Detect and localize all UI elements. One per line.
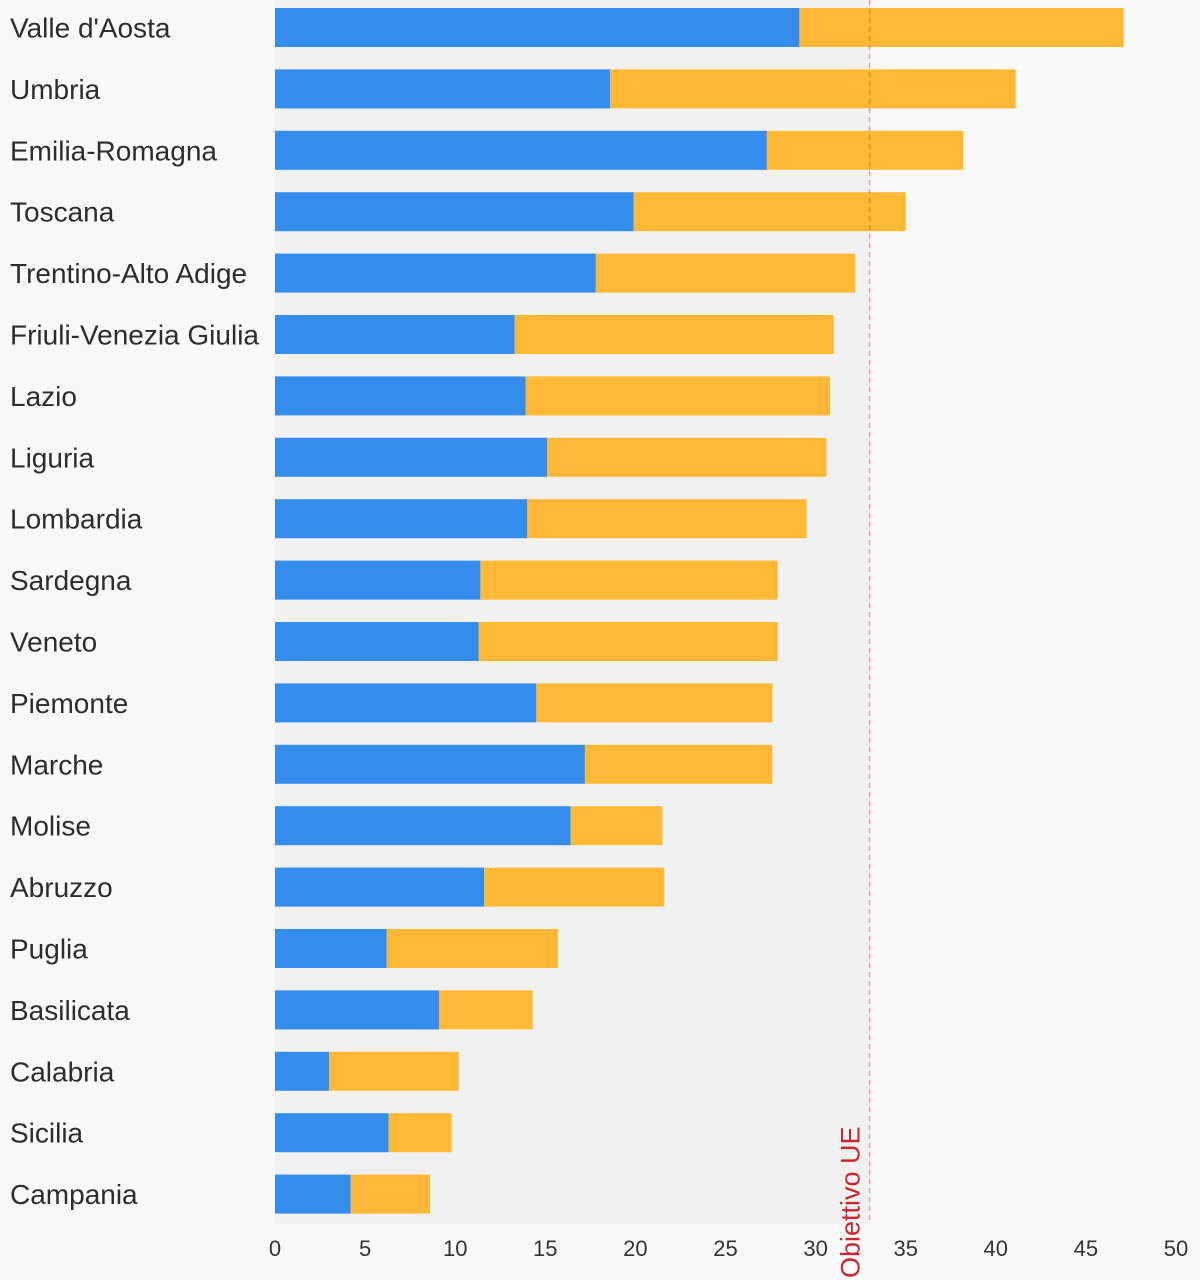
category-label: Veneto [10,627,97,658]
bar-segment-2 [386,929,558,968]
bar-segment-2 [610,69,1016,109]
x-tick-label: 15 [533,1236,557,1261]
x-tick-label: 40 [984,1236,1008,1261]
bar-segment-1 [275,806,571,846]
bar-segment-1 [275,499,528,539]
plot-area-shaded [275,0,870,1224]
category-labels: Valle d'Aosta Umbria Emilia-Romagna Toscana… [10,13,259,1211]
category-label: Molise [10,811,91,842]
x-tick-label: 35 [893,1236,917,1261]
bar-segment-2 [514,315,834,354]
category-label: Toscana [10,197,115,228]
bar-segment-2 [388,1113,452,1153]
category-label: Emilia-Romagna [10,135,217,166]
category-label: Lazio [10,381,77,412]
reference-line-label: Obiettivo UE [836,1126,866,1278]
category-label: Sicilia [10,1118,84,1149]
category-label: Friuli-Venezia Giulia [10,320,259,351]
bar-segment-1 [275,437,548,477]
category-label: Abruzzo [10,872,113,903]
category-label: Calabria [10,1056,115,1087]
bar-segment-1 [275,622,479,661]
bar-segment-1 [275,1174,351,1214]
category-label: Sardegna [10,565,132,596]
category-label: Lombardia [10,504,143,535]
bar-segment-2 [766,130,964,170]
bar-segment-1 [275,867,484,907]
bar-segment-1 [275,1113,389,1153]
bar-segment-1 [275,990,439,1030]
x-tick-label: 50 [1164,1236,1188,1261]
bar-segment-2 [480,560,778,600]
bar-segment-2 [595,253,856,293]
x-tick-label: 45 [1074,1236,1098,1261]
bar-segment-1 [275,560,481,600]
bar-segment-1 [275,8,800,47]
category-label: Puglia [10,934,88,965]
bar-segment-1 [275,376,526,416]
x-axis-tick-labels: 0 5 10 15 20 25 30 35 40 45 50 [269,1236,1188,1261]
bar-segment-2 [478,622,778,661]
category-label: Trentino-Alto Adige [10,258,247,289]
category-label: Piemonte [10,688,128,719]
bar-segment-2 [633,192,906,232]
bar-segment-1 [275,253,596,293]
bar-segment-2 [536,683,773,723]
bars-group [275,8,1124,1214]
bar-segment-2 [484,867,665,907]
category-label: Valle d'Aosta [10,13,171,44]
bar-segment-2 [527,499,807,539]
bar-segment-2 [570,806,663,846]
bar-segment-2 [799,8,1124,47]
bar-segment-1 [275,69,611,109]
bar-segment-2 [584,744,773,784]
bar-segment-2 [547,437,827,477]
bar-segment-2 [525,376,830,416]
category-label: Liguria [10,442,94,473]
category-label: Umbria [10,74,101,105]
category-label: Marche [10,749,103,780]
bar-segment-1 [275,130,767,170]
x-tick-label: 30 [803,1236,827,1261]
bar-segment-1 [275,192,634,232]
bar-segment-1 [275,744,585,784]
bar-segment-1 [275,315,515,354]
bar-segment-1 [275,1051,330,1091]
bar-segment-1 [275,929,387,968]
bar-segment-1 [275,683,537,723]
x-tick-label: 0 [269,1236,281,1261]
bar-segment-2 [329,1051,459,1091]
x-tick-label: 5 [359,1236,371,1261]
bar-segment-2 [439,990,533,1030]
x-tick-label: 20 [623,1236,647,1261]
category-label: Basilicata [10,995,130,1026]
category-label: Campania [10,1179,138,1210]
x-tick-label: 10 [443,1236,467,1261]
bar-segment-2 [350,1174,430,1214]
x-tick-label: 25 [713,1236,737,1261]
